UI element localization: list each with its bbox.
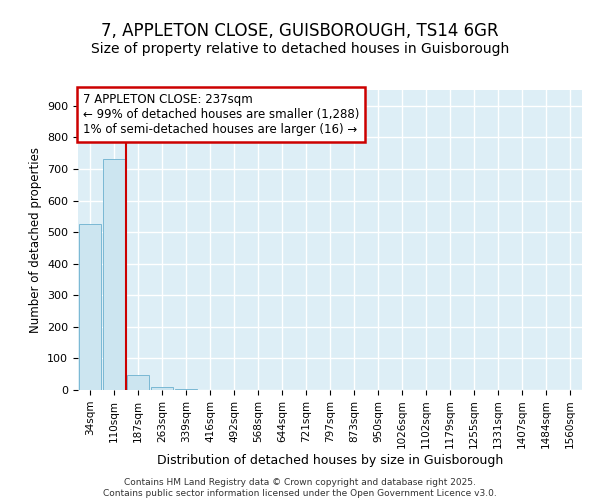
Text: 7, APPLETON CLOSE, GUISBOROUGH, TS14 6GR: 7, APPLETON CLOSE, GUISBOROUGH, TS14 6GR — [101, 22, 499, 40]
Text: 7 APPLETON CLOSE: 237sqm
← 99% of detached houses are smaller (1,288)
1% of semi: 7 APPLETON CLOSE: 237sqm ← 99% of detach… — [83, 93, 359, 136]
Y-axis label: Number of detached properties: Number of detached properties — [29, 147, 41, 333]
Bar — [79, 224, 101, 390]
Bar — [127, 375, 149, 390]
Text: Size of property relative to detached houses in Guisborough: Size of property relative to detached ho… — [91, 42, 509, 56]
Bar — [151, 388, 173, 390]
Text: Contains HM Land Registry data © Crown copyright and database right 2025.
Contai: Contains HM Land Registry data © Crown c… — [103, 478, 497, 498]
Bar — [103, 160, 125, 390]
X-axis label: Distribution of detached houses by size in Guisborough: Distribution of detached houses by size … — [157, 454, 503, 467]
